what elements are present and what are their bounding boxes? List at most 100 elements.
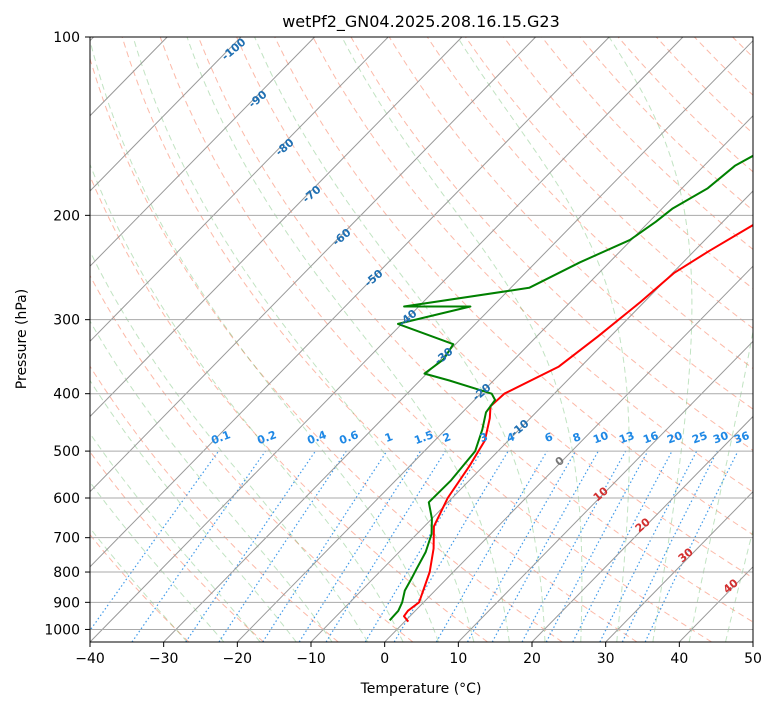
mixing-ratio-label: 0.4 (305, 428, 328, 447)
mixing-ratio-label: 4 (505, 430, 517, 445)
y-tick-label: 400 (53, 387, 80, 403)
isotherm (90, 37, 684, 642)
isotherm (90, 37, 610, 568)
moist-adiabat (186, 37, 510, 642)
x-axis-label: Temperature (°C) (360, 681, 482, 697)
moist-adiabat (90, 481, 225, 642)
dry-adiabat (388, 37, 753, 410)
mixing-ratio-label: 16 (641, 429, 660, 447)
x-tick-label: 50 (744, 651, 762, 667)
mixing-ratio-line (185, 450, 316, 642)
isotherm (531, 415, 753, 642)
moist-adiabat (254, 37, 546, 642)
moist-adiabat (90, 163, 404, 642)
mixing-ratio-line (466, 450, 577, 642)
y-tick-label: 200 (53, 208, 80, 224)
mixing-ratio-line (599, 450, 698, 642)
mixing-ratio-label: 3 (478, 430, 490, 445)
mixing-ratio-label: 20 (665, 429, 684, 447)
y-tick-label: 500 (53, 444, 80, 460)
moist-adiabat (132, 37, 475, 642)
x-tick-label: 40 (670, 651, 688, 667)
dry-adiabat (159, 37, 712, 642)
mixing-ratio-label: 6 (543, 430, 555, 445)
isotherm (90, 37, 242, 192)
moist-adiabat (456, 37, 630, 642)
y-tick-label: 100 (53, 30, 80, 46)
y-tick-label: 600 (53, 491, 80, 507)
moist-adiabat (90, 250, 369, 642)
mixing-ratio-line (90, 450, 220, 632)
isotherm (163, 39, 753, 642)
mixing-ratio-line (298, 450, 422, 642)
dry-adiabat (426, 37, 753, 370)
moist-adiabat (725, 528, 753, 642)
mixing-ratio-label: 8 (571, 430, 583, 445)
mixing-ratio-label: 1.5 (412, 428, 435, 447)
x-tick-label: 0 (380, 651, 389, 667)
mixing-ratio-label: 0.6 (337, 428, 360, 447)
y-tick-label: 700 (53, 531, 80, 547)
moist-adiabat (90, 38, 439, 642)
isotherm (90, 37, 463, 418)
y-tick-label: 1000 (44, 622, 80, 638)
mixing-ratio-line (131, 450, 266, 642)
mixing-ratio-line (364, 450, 483, 642)
dry-adiabat (312, 37, 753, 493)
y-tick-label: 300 (53, 313, 80, 329)
isotherm (605, 490, 753, 642)
x-tick-label: −30 (149, 651, 179, 667)
plot-frame (89, 36, 754, 643)
moist-adiabat (90, 320, 333, 642)
mixing-ratio-label: 25 (690, 429, 709, 446)
mixing-ratio-line (521, 450, 627, 642)
moist-adiabat (90, 432, 261, 642)
dewpoint-trace (388, 154, 753, 621)
dry-adiabat (90, 451, 264, 642)
dry-adiabat (90, 56, 563, 642)
x-tick-label: −20 (223, 651, 253, 667)
dry-adiabat (121, 37, 638, 642)
x-tick-label: 30 (597, 651, 615, 667)
background-lines (90, 37, 753, 642)
isotherm (457, 340, 753, 642)
mixing-ratio-line (545, 450, 649, 642)
temperature-trace (403, 223, 753, 623)
mixing-ratio-line (262, 450, 388, 642)
dry-adiabat (236, 37, 753, 579)
isotherm (90, 37, 536, 493)
isotherm (384, 265, 753, 642)
chart-title: wetPf2_GN04.2025.208.16.15.G23 (282, 12, 560, 32)
dry-adiabat (90, 175, 488, 642)
x-tick-label: −40 (75, 651, 105, 667)
mixing-ratio-line (621, 450, 718, 642)
isotherm (90, 37, 315, 267)
isotherm (236, 115, 753, 642)
moist-adiabat (688, 329, 753, 642)
mixing-ratio-label: 0.1 (209, 428, 232, 447)
dry-adiabat (197, 37, 753, 623)
x-tick-label: −10 (296, 651, 326, 667)
isotherm (90, 37, 389, 343)
sounding-traces (388, 154, 753, 623)
mixing-ratio-label: 1 (383, 430, 395, 445)
mixing-ratio-label: 30 (711, 429, 730, 447)
isotherm (310, 190, 753, 642)
moist-adiabat (608, 37, 693, 642)
y-axis-ticks: 1000 900 800 700 600 500 400 300 200 100 (44, 30, 90, 638)
dry-adiabat (90, 365, 339, 642)
mixing-ratio-label: 36 (732, 429, 751, 447)
x-axis-ticks: −40 −30 −20 −10 0 10 20 30 40 50 (75, 642, 762, 667)
y-tick-label: 800 (53, 565, 80, 581)
x-tick-label: 10 (449, 651, 467, 667)
moist-adiabat (90, 379, 297, 642)
mixing-ratio-line (218, 450, 347, 642)
mixing-ratio-label: 2 (441, 430, 453, 445)
x-tick-label: 20 (523, 651, 541, 667)
mixing-ratio-label: 0.2 (255, 428, 278, 447)
y-tick-label: 900 (53, 595, 80, 611)
y-axis-label: Pressure (hPa) (14, 289, 30, 389)
mixing-ratio-label: 10 (591, 429, 610, 447)
